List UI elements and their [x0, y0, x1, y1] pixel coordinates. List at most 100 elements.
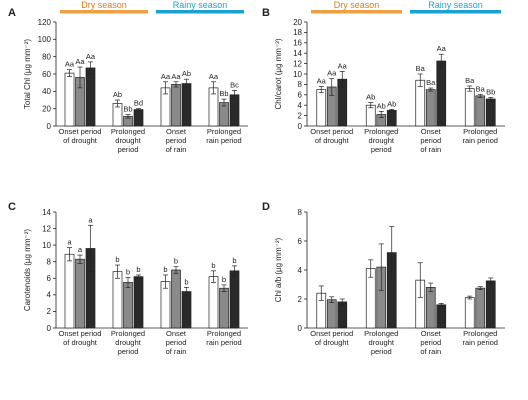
y-tick-label: 8 — [298, 80, 303, 89]
category-label: rain period — [206, 338, 241, 347]
y-tick-label: 6 — [298, 91, 303, 100]
significance-label: b — [174, 257, 178, 266]
category-label: of rain — [166, 347, 187, 356]
category-label: period — [166, 136, 187, 145]
y-tick-label: 0 — [47, 122, 52, 131]
y-axis-title: Carotenoids (µg mm⁻²) — [23, 229, 32, 312]
bar — [485, 98, 496, 127]
bar — [64, 72, 75, 127]
bar — [219, 287, 229, 329]
category-label: Prolonged — [111, 329, 145, 338]
season-band-rainy — [156, 10, 244, 14]
significance-label: Ab — [377, 101, 386, 110]
y-tick-label: 2 — [47, 307, 52, 316]
panel-letter: D — [262, 201, 270, 213]
bar — [365, 104, 376, 127]
y-tick-label: 4 — [298, 266, 303, 275]
category-label: rain period — [463, 136, 498, 145]
season-band-rainy — [410, 10, 501, 14]
significance-label: a — [88, 215, 93, 224]
y-tick-label: 10 — [42, 241, 51, 250]
bar — [415, 79, 426, 127]
category-label: Onset period — [310, 127, 353, 136]
significance-label: Ab — [387, 99, 396, 108]
significance-label: b — [115, 255, 119, 264]
bar — [75, 258, 85, 329]
y-tick-label: 10 — [293, 70, 302, 79]
category-label: drought — [369, 338, 395, 347]
y-tick-label: 6 — [298, 237, 303, 246]
bar — [229, 270, 240, 329]
category-label: period — [166, 338, 187, 347]
category-label: drought — [369, 136, 395, 145]
bar — [181, 83, 192, 127]
category-label: period — [118, 145, 139, 154]
significance-label: Ab — [182, 69, 191, 78]
category-label: of drought — [315, 338, 350, 347]
category-label: of drought — [315, 136, 350, 145]
y-tick-label: 0 — [298, 324, 303, 333]
bar — [337, 301, 348, 329]
category-label: drought — [115, 136, 141, 145]
significance-label: b — [211, 261, 215, 270]
significance-label: Ba — [465, 76, 475, 85]
bar — [425, 89, 436, 127]
category-label: of drought — [63, 338, 98, 347]
season-label-rainy: Rainy season — [173, 0, 228, 10]
category-label: of drought — [63, 136, 98, 145]
significance-label: Bd — [134, 99, 143, 108]
category-label: Onset — [166, 329, 187, 338]
y-tick-label: 12 — [293, 59, 302, 68]
y-tick-label: 16 — [293, 39, 302, 48]
category-label: Prolonged — [463, 329, 497, 338]
significance-label: Aa — [86, 52, 96, 61]
y-tick-label: 6 — [47, 274, 52, 283]
category-label: period — [371, 347, 392, 356]
significance-label: a — [67, 238, 72, 247]
y-tick-label: 0 — [298, 122, 303, 131]
y-tick-label: 2 — [298, 295, 303, 304]
category-label: Onset — [421, 127, 442, 136]
category-label: Prolonged — [463, 127, 497, 136]
bar — [475, 287, 486, 329]
y-tick-label: 4 — [47, 291, 52, 300]
significance-label: Aa — [65, 60, 75, 69]
y-tick-label: 8 — [47, 258, 52, 267]
category-label: rain period — [463, 338, 498, 347]
category-label: of rain — [166, 145, 187, 154]
y-axis-title: Chl/carot (µg mm⁻²) — [274, 38, 283, 109]
y-axis-title: Chl a/b (µg mm⁻²) — [274, 237, 283, 302]
significance-label: b — [126, 267, 130, 276]
y-tick-label: 4 — [298, 101, 303, 110]
bar — [475, 95, 486, 127]
y-tick-label: 40 — [42, 87, 51, 96]
significance-label: Aa — [171, 72, 181, 81]
y-tick-label: 14 — [42, 208, 51, 217]
significance-label: Ba — [426, 78, 436, 87]
bar — [171, 84, 181, 127]
category-label: Onset — [166, 127, 187, 136]
panel-letter: B — [262, 7, 270, 19]
significance-label: b — [222, 275, 226, 284]
y-tick-label: 20 — [293, 18, 302, 27]
panel-letter: A — [8, 7, 16, 19]
season-band-dry — [60, 10, 148, 14]
bar — [425, 287, 436, 329]
bar — [85, 67, 96, 127]
significance-label: Aa — [338, 61, 348, 70]
significance-label: Aa — [75, 57, 85, 66]
category-label: period — [371, 145, 392, 154]
bar — [464, 297, 475, 329]
category-label: drought — [115, 338, 141, 347]
significance-label: b — [232, 256, 236, 265]
bar — [316, 89, 327, 127]
category-label: Onset — [421, 329, 442, 338]
category-label: Prolonged — [111, 127, 145, 136]
significance-label: Bb — [486, 87, 495, 96]
y-tick-label: 120 — [38, 18, 52, 27]
y-tick-label: 14 — [293, 49, 302, 58]
